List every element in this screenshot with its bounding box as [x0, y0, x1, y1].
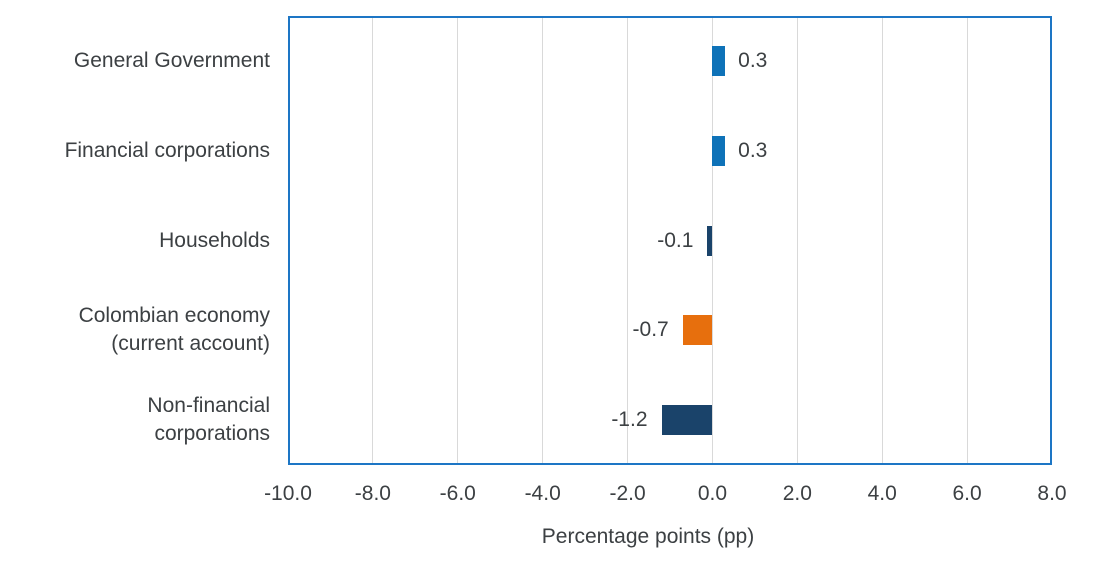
gridline [627, 18, 629, 463]
value-label-financial-corporations: 0.3 [738, 138, 768, 162]
value-label-general-government: 0.3 [738, 48, 768, 72]
x-tick-label: 4.0 [867, 482, 897, 505]
x-tick-label: -4.0 [524, 482, 561, 505]
bar-non-financial [661, 405, 713, 436]
value-label-non-financial: -1.2 [611, 408, 648, 432]
x-tick-label: 8.0 [1037, 482, 1067, 505]
x-axis-title: Percentage points (pp) [541, 525, 755, 548]
gridline [542, 18, 544, 463]
x-tick-label: -8.0 [354, 482, 391, 505]
x-tick-label: -6.0 [439, 482, 476, 505]
bar-households [707, 225, 713, 256]
gridline [966, 18, 968, 463]
bar-general-government [712, 45, 726, 76]
gridline [457, 18, 459, 463]
value-label-colombian-economy: -0.7 [632, 318, 669, 342]
category-label-colombian-economy: Colombian economy (current account) [78, 304, 270, 356]
x-tick-label: 0.0 [697, 482, 728, 505]
x-tick-label: -2.0 [609, 482, 646, 505]
x-tick-label: 2.0 [782, 482, 812, 505]
gridline [372, 18, 374, 463]
category-label-financial-corporations: Financial corporations [64, 138, 270, 162]
category-label-non-financial: Non-financial corporations [147, 394, 270, 446]
x-tick-label: 6.0 [952, 482, 982, 505]
plot-area [288, 16, 1052, 465]
category-label-general-government: General Government [73, 48, 270, 72]
x-tick-label: -10.0 [264, 482, 312, 505]
value-label-households: -0.1 [657, 228, 694, 252]
gridline [881, 18, 883, 463]
bar-colombian-economy [682, 315, 713, 346]
gridline [796, 18, 798, 463]
category-label-households: Households [159, 228, 270, 252]
bar-financial-corporations [712, 135, 726, 166]
gridline [711, 18, 713, 463]
